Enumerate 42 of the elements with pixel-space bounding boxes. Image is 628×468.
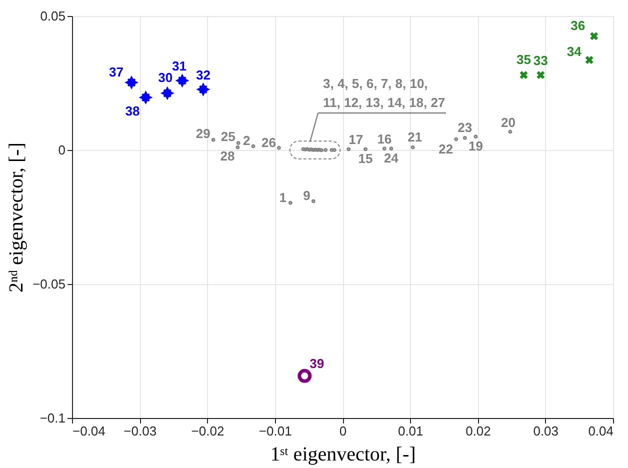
annotation: 23	[458, 120, 472, 135]
annotation: 19	[468, 138, 483, 154]
annotation: 26	[261, 134, 276, 150]
annotation: 33	[533, 52, 548, 68]
annotation: 35	[516, 52, 531, 67]
x-tick-label: 0.01	[398, 424, 424, 438]
x-tick-label: −0.03	[124, 424, 157, 438]
annotation: 3, 4, 5, 6, 7, 8, 10, 11, 12, 13, 14, 18, 27	[323, 76, 446, 110]
annotation: 25	[220, 129, 236, 144]
y-tick-label: 0	[58, 142, 66, 158]
annotation: 20	[500, 114, 516, 130]
y-tick-label: 0.05	[40, 8, 66, 24]
annotation: 28	[220, 148, 235, 164]
y-tick-label: −0.05	[32, 276, 66, 292]
annotation: 36	[570, 18, 586, 34]
annotation: 30	[158, 70, 173, 86]
y-tick-label: −0.1	[40, 410, 66, 426]
x-axis-title: 1ˢᵗ eigenvector, [-]	[270, 444, 416, 466]
annotation: 22	[438, 141, 454, 156]
annotation: 9	[303, 188, 310, 204]
annotation: 34	[566, 44, 582, 59]
annotation: 37	[109, 64, 124, 80]
x-tick-label: −0.04	[72, 424, 106, 438]
annotation: 17	[348, 132, 364, 148]
annotation: 2	[243, 133, 250, 148]
annotation: 15	[358, 151, 373, 166]
annotation: 16	[377, 132, 392, 147]
y-axis-title: 2ⁿᵈ eigenvector, [-]	[6, 142, 28, 292]
x-tick-label: −0.02	[191, 424, 224, 438]
x-tick-label: 0.03	[533, 424, 559, 438]
annotation: 24	[384, 150, 400, 166]
annotation: 39	[310, 356, 324, 371]
annotation: 21	[408, 129, 422, 144]
annotation: 38	[125, 103, 140, 118]
x-tick-label: 0	[339, 424, 347, 438]
x-tick-label: 0.04	[588, 424, 614, 438]
x-tick-label: −0.01	[258, 424, 292, 438]
annotation: 1	[279, 190, 286, 205]
x-tick-label: 0.02	[466, 424, 491, 438]
annotation: 32	[196, 67, 210, 82]
annotation: 29	[196, 126, 210, 141]
annotation: 31	[172, 58, 186, 74]
